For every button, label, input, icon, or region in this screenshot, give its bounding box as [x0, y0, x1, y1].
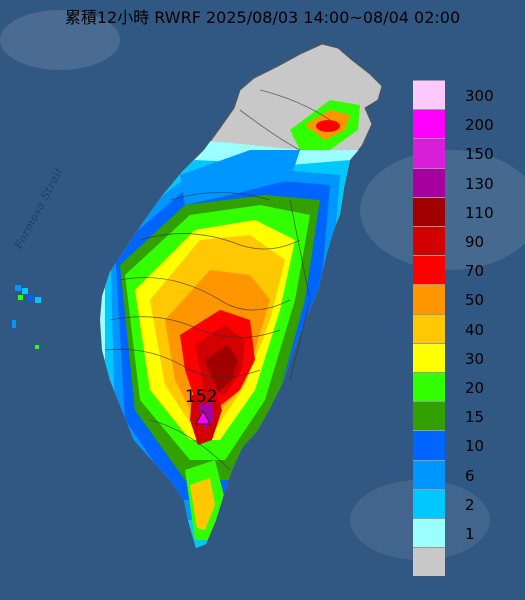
legend-label: 110: [465, 203, 494, 222]
legend-label: 15: [465, 408, 485, 427]
legend-label: 200: [465, 116, 494, 135]
legend-swatch: [413, 430, 445, 460]
legend-label: 70: [465, 262, 485, 281]
legend-swatch: [413, 80, 445, 110]
legend-label: 10: [465, 437, 485, 456]
legend-swatch: [413, 342, 445, 372]
legend-label: 150: [465, 145, 494, 164]
legend-label: 50: [465, 291, 485, 310]
legend-label: 40: [465, 320, 485, 339]
legend-label: 6: [465, 466, 475, 485]
offshore-islands: [12, 285, 41, 349]
legend-swatch: [413, 372, 445, 402]
legend-label: 20: [465, 379, 485, 397]
rainfall-shading: [100, 100, 360, 548]
legend-swatch: [413, 547, 445, 577]
legend-swatch: [413, 488, 445, 518]
peak-marker-icon: [195, 409, 211, 425]
legend-swatch: [413, 109, 445, 139]
boundary-lines: [104, 89, 331, 471]
legend-swatch: [413, 196, 445, 226]
legend-swatch: [413, 401, 445, 431]
map-title: 累積12小時 RWRF 2025/08/03 14:00~08/04 02:00: [64, 8, 461, 27]
peak-value: 152: [185, 387, 218, 407]
legend-label: 130: [465, 174, 494, 193]
legend-swatch: [413, 226, 445, 256]
legend-label: 2: [465, 495, 475, 514]
legend-swatch: [413, 459, 445, 489]
legend-swatch: [413, 284, 445, 314]
legend-swatch: [413, 518, 445, 548]
legend-label: 30: [465, 349, 485, 368]
legend-label: 90: [465, 233, 485, 251]
legend-swatch: [413, 313, 445, 343]
legend-label: 300: [465, 87, 494, 105]
legend-swatch: [413, 167, 445, 197]
legend-swatch: [413, 138, 445, 168]
taiwan-island: [99, 43, 383, 549]
legend-swatch: [413, 255, 445, 285]
legend-label: 1: [465, 525, 475, 543]
